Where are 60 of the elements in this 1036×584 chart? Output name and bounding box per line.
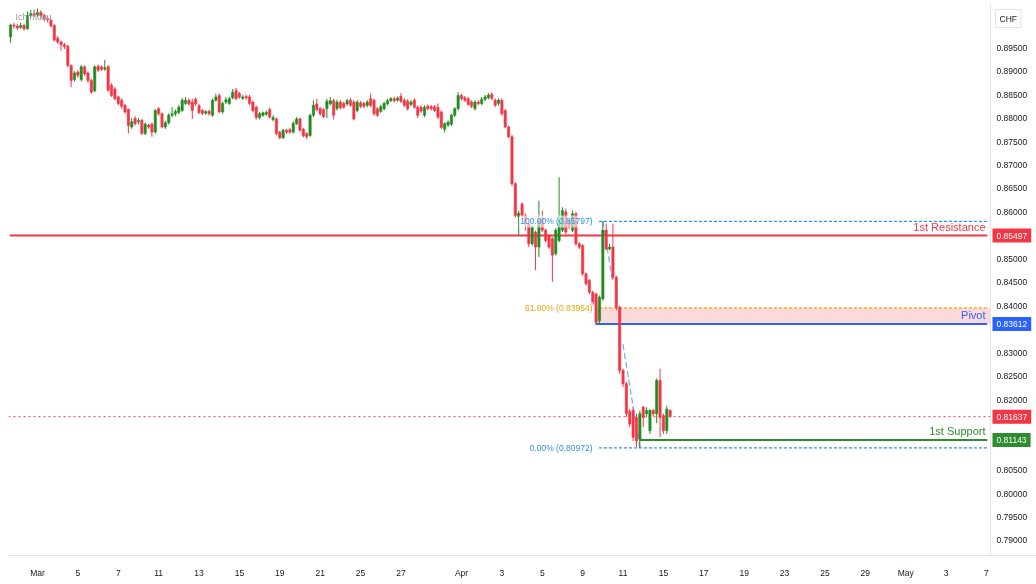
data-label: 0.83612 [996,319,1028,329]
y-tick-label: 0.89500 [996,42,1028,53]
series-label: 61.80% (0.83954) [524,302,593,313]
x-tick-label: 21 [315,567,326,578]
y-tick-label: 0.82000 [996,394,1028,405]
x-tick-label: 25 [820,567,830,578]
x-tick-label: 27 [396,567,406,578]
series-label: 100.00% (0.85797) [520,216,593,227]
candlestick [126,108,130,135]
x-tick-label: 13 [194,567,205,578]
x-tick-label: May [897,567,915,578]
x-tick-label: 15 [234,567,245,578]
candlestick [517,210,521,237]
y-tick-label: 0.79000 [996,535,1028,546]
x-tick-label: 29 [860,567,871,578]
candlestick [106,64,110,93]
x-tick-label: 3 [943,567,949,578]
series-label: 0.00% (0.80972) [529,442,593,453]
x-tick-label: 5 [75,567,81,578]
y-tick-label: 0.79500 [996,512,1028,523]
y-tick-label: 0.85000 [996,253,1028,264]
x-tick-label: 3 [499,567,505,578]
y-axis-title: CHF [999,13,1017,24]
candlestick [530,224,534,247]
x-tick-label: 5 [539,567,545,578]
data-label: 0.81143 [996,434,1027,445]
y-tick-label: 0.87500 [996,136,1028,147]
data-label: 0.85497 [996,230,1028,241]
y-tick-label: 0.86000 [996,206,1028,217]
y-tick-label: 0.88500 [996,89,1028,100]
x-tick-label: Mar [30,567,45,578]
series-label: Pivot [961,309,986,321]
y-tick-label: 0.88000 [996,113,1028,124]
x-tick-label: 15 [658,567,669,578]
y-tick-label: 0.80000 [996,488,1028,499]
x-tick-label: Apr [454,567,469,578]
x-tick-label: 17 [699,567,709,578]
x-tick-label: 9 [580,567,586,578]
ref-line-label: 0.81637 [996,411,1028,422]
series-label: 1st Resistance [913,220,986,233]
x-tick-label: 11 [618,567,628,578]
x-tick-label: 7 [115,567,121,578]
y-tick-label: 0.86500 [996,183,1028,194]
y-tick-label: 0.84500 [996,277,1028,288]
x-tick-label: 19 [275,567,285,578]
y-tick-label: 0.80500 [996,465,1028,476]
y-tick-label: 0.89000 [996,66,1028,77]
series-label: 1st Support [929,424,986,437]
y-tick-label: 0.84000 [996,300,1028,311]
candlestick [153,108,157,135]
candlestick [534,230,537,271]
candlestick [271,114,275,122]
x-tick-label: 7 [984,567,990,578]
y-tick-label: 0.83000 [996,347,1028,358]
x-tick-label: 19 [739,567,750,578]
y-tick-label: 0.87000 [996,159,1028,170]
x-tick-label: 11 [154,567,164,578]
x-tick-label: 25 [355,567,366,578]
y-tick-label: 0.82500 [996,371,1028,382]
x-tick-label: 23 [779,567,790,578]
